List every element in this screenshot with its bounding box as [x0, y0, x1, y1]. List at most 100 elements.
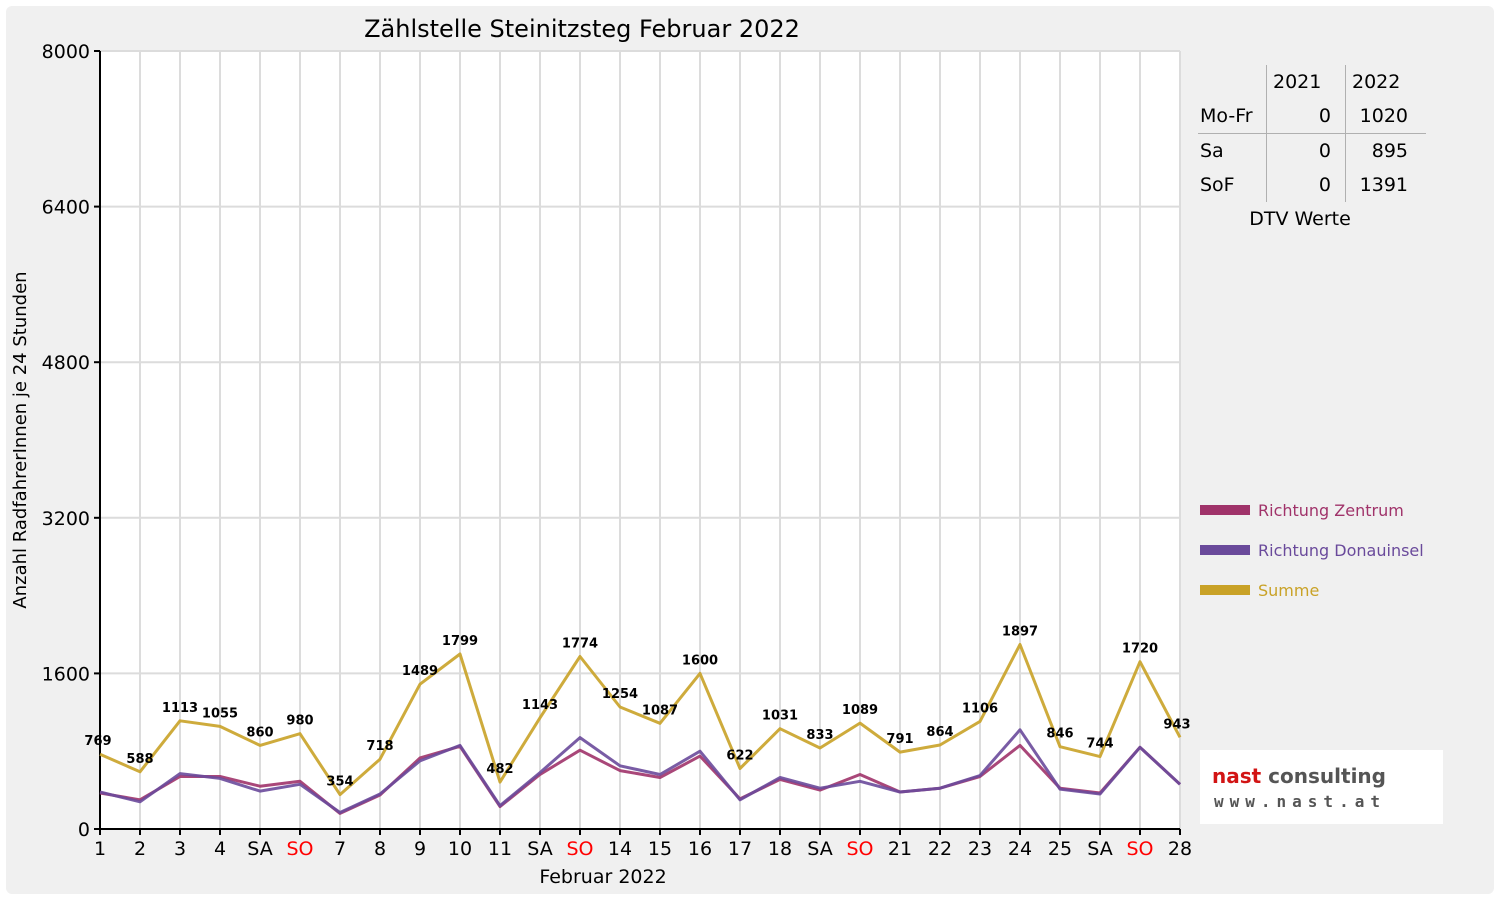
dtv-corner-cell — [1198, 65, 1267, 99]
data-label: 1720 — [1122, 642, 1158, 657]
x-tick-label: 4 — [214, 838, 226, 860]
x-tick-label: 22 — [928, 838, 952, 860]
data-label: 482 — [486, 762, 513, 777]
data-label: 1087 — [642, 703, 678, 718]
x-tick-label: SO — [846, 838, 873, 860]
legend-swatch-summe — [1200, 585, 1250, 595]
x-tick-label: 8 — [374, 838, 386, 860]
data-label: 769 — [84, 734, 111, 749]
data-label: 622 — [726, 749, 753, 764]
x-tick-label: SO — [1126, 838, 1153, 860]
dtv-row-sa: Sa 0 895 — [1198, 133, 1426, 168]
data-label: 943 — [1163, 717, 1190, 732]
y-tick-label: 1600 — [42, 663, 90, 685]
dtv-cell-2021: 0 — [1266, 133, 1346, 168]
series-line-richtung-zentrum — [99, 743, 1182, 815]
company-logo: nast consulting www.nast.at — [1200, 750, 1443, 824]
x-tick-label: SO — [286, 838, 313, 860]
chart-legend: Richtung Zentrum Richtung Donauinsel Sum… — [1200, 490, 1424, 610]
x-tick-label: 23 — [968, 838, 992, 860]
logo-url: www.nast.at — [1214, 792, 1386, 811]
data-label: 1600 — [682, 653, 718, 668]
data-label: 1031 — [762, 709, 798, 724]
x-tick-label: SA — [527, 838, 552, 860]
series-line-richtung-donauinsel — [99, 728, 1182, 814]
x-tick-label: 10 — [448, 838, 472, 860]
data-label: 1897 — [1002, 625, 1038, 640]
x-tick-label: 3 — [174, 838, 186, 860]
dtv-row-mofr: Mo-Fr 0 1020 — [1198, 99, 1426, 134]
legend-item-zentrum: Richtung Zentrum — [1200, 490, 1424, 530]
x-tick-label: SA — [807, 838, 832, 860]
x-tick-label: 11 — [488, 838, 512, 860]
x-tick-label: 2 — [134, 838, 146, 860]
logo-wordmark: nast consulting — [1212, 764, 1386, 788]
legend-label-summe: Summe — [1258, 580, 1320, 600]
data-label: 846 — [1046, 727, 1073, 742]
dtv-cell-2022: 895 — [1345, 133, 1426, 168]
legend-label-donauinsel: Richtung Donauinsel — [1258, 540, 1424, 560]
data-label: 354 — [326, 775, 353, 790]
data-label: 588 — [126, 752, 153, 767]
dtv-row-label: Mo-Fr — [1198, 99, 1267, 134]
x-tick-label: SO — [566, 838, 593, 860]
data-label: 1113 — [162, 701, 198, 716]
data-label: 1106 — [962, 701, 998, 716]
legend-swatch-zentrum — [1200, 505, 1250, 515]
dtv-cell-2021: 0 — [1266, 168, 1346, 202]
legend-label-zentrum: Richtung Zentrum — [1258, 500, 1404, 520]
logo-word-consulting: consulting — [1268, 764, 1386, 788]
data-label: 864 — [926, 725, 953, 740]
dtv-row-label: SoF — [1200, 174, 1235, 196]
data-label: 744 — [1086, 737, 1113, 752]
data-label: 1055 — [202, 706, 238, 721]
data-label: 1143 — [522, 698, 558, 713]
dtv-header-2022: 2022 — [1345, 65, 1426, 99]
x-axis-label: Februar 2022 — [539, 866, 666, 888]
data-label: 980 — [286, 714, 313, 729]
x-tick-label: 15 — [648, 838, 672, 860]
y-axis-label: Anzahl RadfahrerInnen je 24 Stunden — [10, 271, 31, 608]
data-label: 791 — [886, 732, 913, 747]
y-tick-label: 8000 — [42, 41, 90, 63]
legend-swatch-donauinsel — [1200, 545, 1250, 555]
chart-title: Zählstelle Steinitzsteg Februar 2022 — [364, 15, 800, 43]
logo-word-nast: nast — [1212, 764, 1262, 788]
dtv-header-row: 2021 2022 — [1198, 65, 1426, 99]
dtv-row-label: Sa — [1200, 140, 1224, 162]
x-tick-label: 1 — [94, 838, 106, 860]
series-line-summe — [99, 643, 1182, 797]
x-tick-label: 21 — [888, 838, 912, 860]
dtv-cell-2022: 1020 — [1345, 99, 1426, 134]
data-label: 860 — [246, 725, 273, 740]
x-tick-label: 17 — [728, 838, 752, 860]
data-label: 833 — [806, 728, 833, 743]
x-tick-label: SA — [1087, 838, 1112, 860]
data-label: 1254 — [602, 687, 638, 702]
legend-item-donauinsel: Richtung Donauinsel — [1200, 530, 1424, 570]
data-label: 1489 — [402, 664, 438, 679]
legend-item-summe: Summe — [1200, 570, 1424, 610]
dtv-caption: DTV Werte — [1249, 208, 1351, 230]
x-tick-label: 25 — [1048, 838, 1072, 860]
x-tick-label: 16 — [688, 838, 712, 860]
y-tick-label: 4800 — [42, 352, 90, 374]
y-tick-label: 6400 — [42, 197, 90, 219]
dtv-cell-2021: 0 — [1266, 99, 1346, 134]
dtv-header-2021: 2021 — [1266, 65, 1346, 99]
dtv-row-sof: SoF 0 1391 — [1198, 168, 1426, 202]
x-tick-label: 9 — [414, 838, 426, 860]
data-label: 1089 — [842, 703, 878, 718]
data-label: 1799 — [442, 634, 478, 649]
x-tick-label: 14 — [608, 838, 632, 860]
dtv-table: 2021 2022 Mo-Fr 0 1020 Sa 0 895 SoF 0 13… — [1198, 65, 1426, 202]
data-label: 1774 — [562, 636, 598, 651]
x-tick-label: 18 — [768, 838, 792, 860]
y-tick-label: 3200 — [42, 508, 90, 530]
x-tick-label: 24 — [1008, 838, 1032, 860]
y-tick-label: 0 — [78, 819, 90, 841]
plot-area — [100, 51, 1180, 829]
data-label: 718 — [366, 739, 393, 754]
